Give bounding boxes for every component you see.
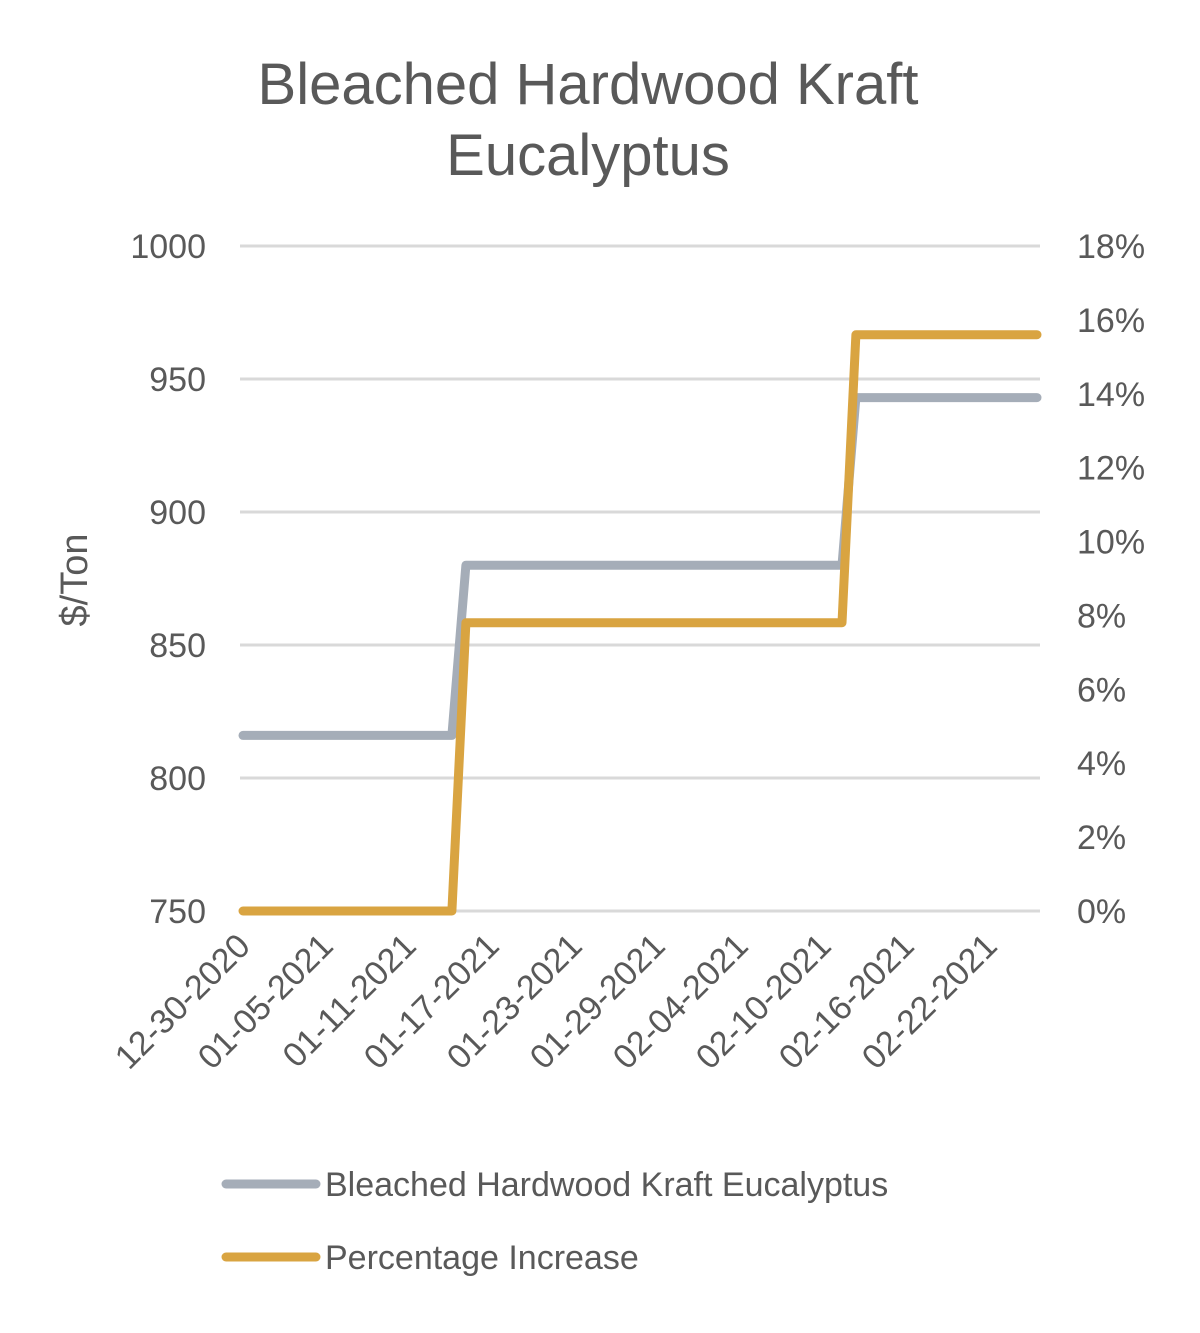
chart-title-line-1: Bleached Hardwood Kraft <box>258 52 919 117</box>
y2-tick-label: 18% <box>1077 228 1145 266</box>
y2-tick-label: 6% <box>1077 671 1126 709</box>
y2-axis-ticks: 18% 16% 14% 12% 10% 8% 6% 4% 2% 0% <box>1077 228 1145 931</box>
y-tick-label: 750 <box>149 893 206 931</box>
y-tick-label: 950 <box>149 361 206 399</box>
y-tick-label: 900 <box>149 494 206 532</box>
series-lines <box>238 330 1042 916</box>
y-tick-label: 850 <box>149 627 206 665</box>
gridlines <box>240 244 1040 913</box>
y2-tick-label: 8% <box>1077 597 1126 635</box>
y-axis-ticks: 1000 950 900 850 800 750 <box>130 228 206 931</box>
y-tick-label: 800 <box>149 760 206 798</box>
y-tick-label: 1000 <box>130 228 206 266</box>
y2-tick-label: 4% <box>1077 745 1126 783</box>
y2-tick-label: 0% <box>1077 893 1126 931</box>
series-line-price <box>238 393 1042 740</box>
y-axis-label: $/Ton <box>54 534 96 627</box>
y2-tick-label: 10% <box>1077 524 1145 562</box>
y2-tick-label: 12% <box>1077 450 1145 488</box>
legend: Bleached Hardwood Kraft Eucalyptus Percen… <box>221 1166 888 1277</box>
y2-tick-label: 16% <box>1077 302 1145 340</box>
chart-title-line-2: Eucalyptus <box>446 123 730 188</box>
y2-tick-label: 2% <box>1077 819 1126 857</box>
legend-label: Percentage Increase <box>325 1239 639 1277</box>
series-line-percentage <box>238 330 1042 916</box>
y2-tick-label: 14% <box>1077 376 1145 414</box>
x-axis-ticks: 12-30-202001-05-202101-11-202101-17-2021… <box>108 927 1005 1077</box>
legend-label: Bleached Hardwood Kraft Eucalyptus <box>325 1166 888 1204</box>
